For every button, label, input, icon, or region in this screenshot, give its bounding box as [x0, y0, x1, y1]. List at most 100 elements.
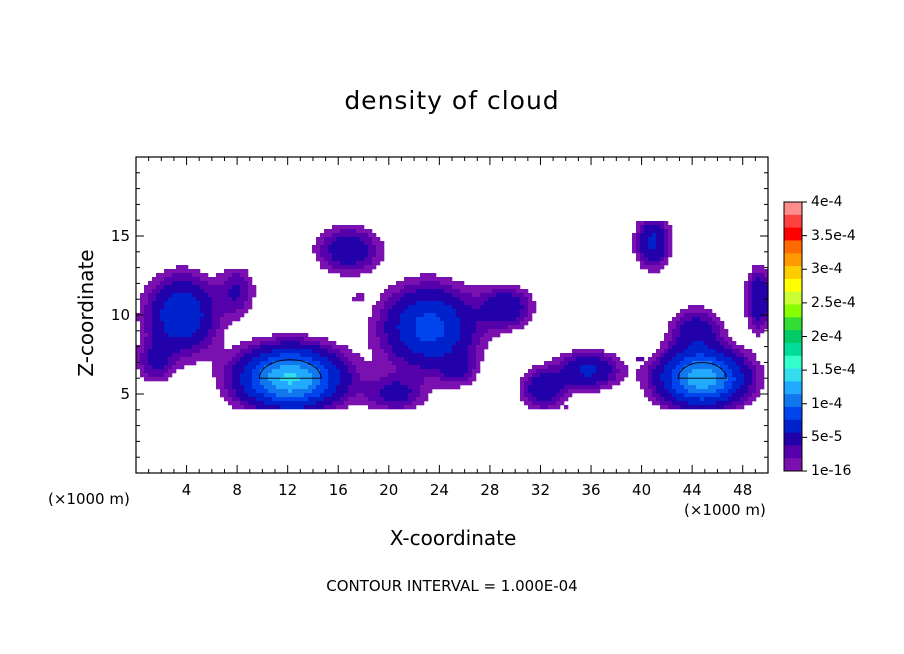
- density-cell: [568, 357, 573, 362]
- density-cell: [352, 253, 357, 258]
- density-cell: [284, 381, 289, 386]
- density-cell: [448, 289, 453, 294]
- density-cell: [388, 401, 393, 406]
- density-cell: [244, 405, 249, 410]
- density-cell: [408, 361, 413, 366]
- density-cell: [412, 397, 417, 402]
- density-cell: [440, 385, 445, 390]
- density-cell: [708, 325, 713, 330]
- density-cell: [292, 389, 297, 394]
- density-cell: [424, 325, 429, 330]
- density-cell: [680, 329, 685, 334]
- density-cell: [368, 233, 373, 238]
- density-cell: [228, 297, 233, 302]
- density-cell: [652, 229, 657, 234]
- density-cell: [496, 297, 501, 302]
- density-cell: [404, 321, 409, 326]
- density-cell: [144, 297, 149, 302]
- density-cell: [452, 317, 457, 322]
- density-cell: [368, 381, 373, 386]
- density-cell: [156, 325, 161, 330]
- density-cell: [408, 285, 413, 290]
- density-cell: [520, 381, 525, 386]
- density-cell: [656, 381, 661, 386]
- density-cell: [488, 321, 493, 326]
- density-cell: [348, 389, 353, 394]
- density-cell: [536, 389, 541, 394]
- density-cell: [660, 261, 665, 266]
- density-cell: [568, 393, 573, 398]
- density-cell: [248, 373, 253, 378]
- density-cell: [676, 401, 681, 406]
- density-cell: [424, 361, 429, 366]
- density-cell: [156, 285, 161, 290]
- density-cell: [464, 325, 469, 330]
- density-cell: [420, 309, 425, 314]
- density-cell: [324, 341, 329, 346]
- density-cell: [508, 285, 513, 290]
- density-cell: [412, 337, 417, 342]
- density-cell: [152, 365, 157, 370]
- density-cell: [420, 317, 425, 322]
- density-cell: [396, 389, 401, 394]
- density-cell: [744, 377, 749, 382]
- density-cell: [476, 297, 481, 302]
- density-cell: [624, 373, 629, 378]
- density-cell: [720, 325, 725, 330]
- density-cell: [640, 225, 645, 230]
- density-cell: [276, 405, 281, 410]
- density-cell: [216, 373, 221, 378]
- density-cell: [372, 237, 377, 242]
- density-cell: [284, 373, 289, 378]
- density-cell: [740, 345, 745, 350]
- density-cell: [544, 397, 549, 402]
- density-cell: [248, 405, 253, 410]
- density-cell: [692, 353, 697, 358]
- density-cell: [520, 321, 525, 326]
- density-cell: [476, 349, 481, 354]
- density-cell: [436, 293, 441, 298]
- density-cell: [444, 349, 449, 354]
- density-cell: [144, 345, 149, 350]
- density-cell: [284, 333, 289, 338]
- density-cell: [300, 365, 305, 370]
- density-cell: [720, 397, 725, 402]
- density-cell: [456, 341, 461, 346]
- density-cell: [652, 237, 657, 242]
- density-cell: [620, 369, 625, 374]
- density-cell: [360, 253, 365, 258]
- density-cell: [412, 301, 417, 306]
- density-cell: [164, 293, 169, 298]
- density-cell: [464, 289, 469, 294]
- density-cell: [288, 345, 293, 350]
- density-cell: [340, 385, 345, 390]
- density-cell: [424, 285, 429, 290]
- density-cell: [228, 293, 233, 298]
- density-cell: [412, 313, 417, 318]
- density-cell: [232, 305, 237, 310]
- density-cell: [148, 369, 153, 374]
- density-cell: [212, 325, 217, 330]
- density-cell: [404, 289, 409, 294]
- contour-lines: [258, 359, 727, 379]
- density-cell: [332, 253, 337, 258]
- density-cell: [432, 273, 437, 278]
- density-cell: [752, 293, 757, 298]
- density-cell: [172, 285, 177, 290]
- density-cell: [224, 309, 229, 314]
- density-cell: [744, 357, 749, 362]
- density-cell: [232, 317, 237, 322]
- density-cell: [392, 305, 397, 310]
- density-cell: [620, 377, 625, 382]
- density-cell: [304, 381, 309, 386]
- density-cell: [652, 221, 657, 226]
- density-cell: [268, 373, 273, 378]
- density-cell: [160, 369, 165, 374]
- density-cell: [296, 401, 301, 406]
- colorbar: [783, 201, 807, 472]
- density-cell: [692, 317, 697, 322]
- density-cell: [232, 273, 237, 278]
- density-cell: [428, 325, 433, 330]
- density-cell: [696, 349, 701, 354]
- density-cell: [696, 385, 701, 390]
